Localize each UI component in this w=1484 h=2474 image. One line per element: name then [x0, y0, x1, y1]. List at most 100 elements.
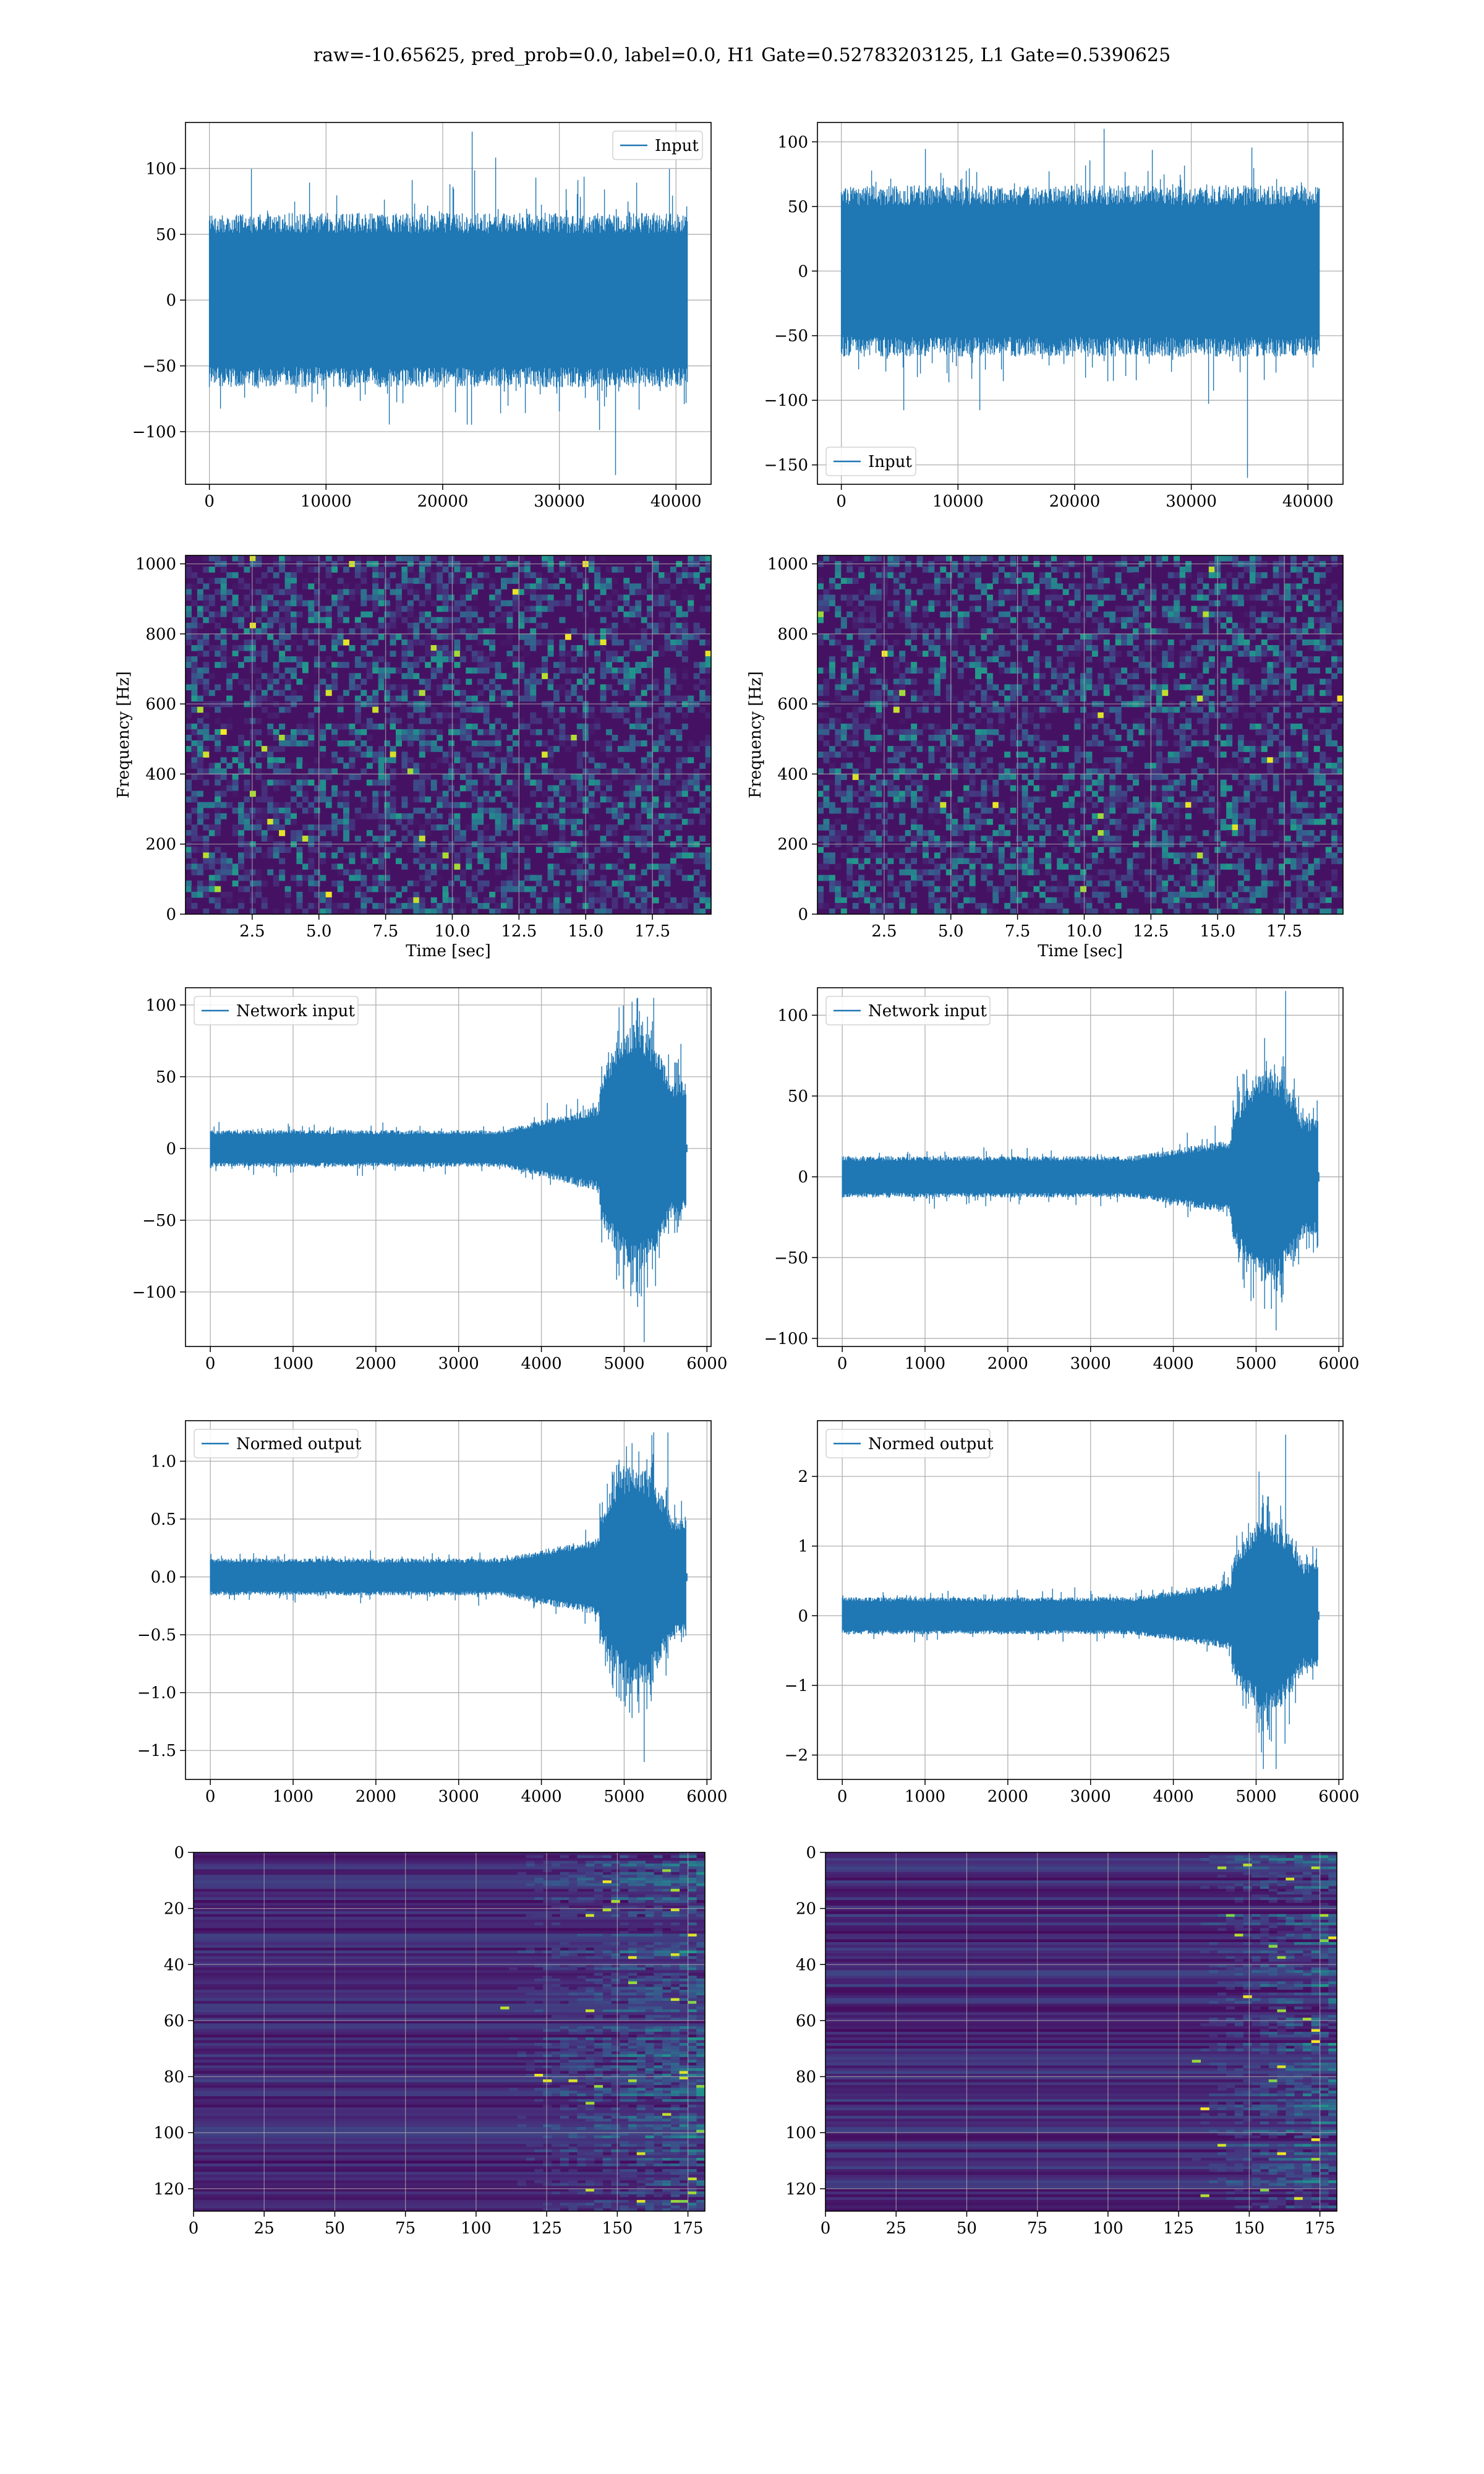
heatmap-cell [518, 656, 525, 662]
heatmap-cell [186, 622, 192, 629]
heatmap-cell [226, 656, 233, 662]
heatmap-cell [313, 611, 320, 618]
heatmap-cell [858, 785, 865, 792]
heatmap-cell [923, 651, 929, 657]
heatmap-cell [623, 830, 630, 836]
heatmap-cell [489, 836, 496, 842]
heatmap-cell [325, 852, 332, 858]
heatmap-cell [1267, 662, 1274, 668]
heatmap-cell [1273, 774, 1279, 781]
heatmap-cell [1133, 572, 1139, 578]
heatmap-cell [969, 656, 976, 662]
heatmap-cell [261, 628, 268, 635]
heatmap-cell [1127, 567, 1133, 573]
heatmap-cell [928, 746, 935, 752]
heatmap-cell [1150, 706, 1157, 713]
heatmap-cell [612, 611, 618, 618]
heatmap-cell [911, 678, 918, 685]
heatmap-cell [430, 645, 437, 651]
heatmap-cell [1162, 785, 1169, 792]
heatmap-cell [911, 796, 918, 803]
heatmap-cell [1138, 717, 1145, 724]
heatmap-cell [547, 746, 554, 752]
heatmap-cell [1080, 774, 1086, 781]
heatmap-cell [688, 875, 694, 881]
heatmap-cell [1162, 796, 1169, 803]
heatmap-cell [1144, 796, 1151, 803]
heatmap-cell [419, 863, 425, 870]
heatmap-cell [1021, 763, 1028, 769]
heatmap-cell [501, 690, 507, 696]
heatmap-cell [343, 662, 349, 668]
heatmap-cell [963, 735, 970, 741]
heatmap-cell [512, 712, 519, 719]
heatmap-cell [670, 852, 676, 858]
heatmap-cell [1302, 578, 1308, 584]
heatmap-cell [899, 673, 906, 679]
heatmap-cell [378, 656, 385, 662]
heatmap-cell [238, 763, 244, 769]
heatmap-cell [693, 555, 700, 562]
heatmap-cell [1226, 572, 1233, 578]
heatmap-cell [676, 763, 683, 769]
heatmap-cell [320, 897, 326, 904]
heatmap-cell [512, 572, 519, 578]
heatmap-cell [553, 572, 560, 578]
heatmap-cell [442, 824, 449, 831]
heatmap-cell [1296, 583, 1303, 589]
heatmap-cell [588, 880, 595, 887]
heatmap-cell [934, 633, 940, 640]
heatmap-cell [1150, 717, 1157, 724]
heatmap-cell [1098, 673, 1104, 679]
heatmap-cell [565, 695, 571, 702]
heatmap-cell [413, 673, 420, 679]
heatmap-cell [975, 667, 981, 674]
heatmap-cell [1086, 774, 1093, 781]
heatmap-cell [384, 651, 391, 657]
y-tick-label: 400 [145, 765, 176, 784]
heatmap-cell [1174, 594, 1180, 601]
heatmap-cell [1004, 779, 1011, 786]
heatmap-cell [220, 583, 227, 589]
heatmap-cell [1167, 706, 1174, 713]
heatmap-cell [1302, 796, 1308, 803]
heatmap-cell [1016, 606, 1023, 612]
heatmap-cell [705, 807, 712, 814]
heatmap-cell [1010, 695, 1017, 702]
heatmap-cell [899, 790, 906, 797]
heatmap-cell [1091, 600, 1098, 607]
heatmap-cell [588, 902, 595, 909]
heatmap-cell [378, 684, 385, 691]
x-tick-label: 17.5 [634, 922, 670, 941]
heatmap-cell [1331, 723, 1338, 730]
heatmap-cell [1091, 690, 1098, 696]
heatmap-cell [963, 567, 970, 573]
heatmap-cell [1179, 779, 1186, 786]
heatmap-cell [535, 830, 542, 836]
heatmap-cell [197, 594, 203, 601]
heatmap-cell [291, 578, 297, 584]
heatmap-cell [215, 796, 221, 803]
heatmap-cell [676, 684, 683, 691]
heatmap-cell [612, 880, 618, 887]
heatmap-cell [1039, 690, 1046, 696]
heatmap-cell [267, 678, 274, 685]
heatmap-cell [1033, 678, 1040, 685]
heatmap-cell [594, 606, 601, 612]
heatmap-cell [407, 763, 414, 769]
heatmap-cell [1331, 673, 1338, 679]
heatmap-cell [647, 908, 654, 915]
heatmap-cell [401, 695, 408, 702]
heatmap-cell [629, 622, 636, 629]
heatmap-cell [1313, 678, 1320, 685]
heatmap-cell [279, 847, 286, 853]
heatmap-cell [565, 678, 571, 685]
heatmap-cell [448, 897, 454, 904]
heatmap-cell [1109, 796, 1116, 803]
heatmap-cell [401, 651, 408, 657]
heatmap-cell [232, 555, 239, 562]
heatmap-cell [945, 639, 952, 646]
heatmap-cell [215, 818, 221, 825]
heatmap-cell [331, 880, 338, 887]
heatmap-cell [635, 875, 642, 881]
